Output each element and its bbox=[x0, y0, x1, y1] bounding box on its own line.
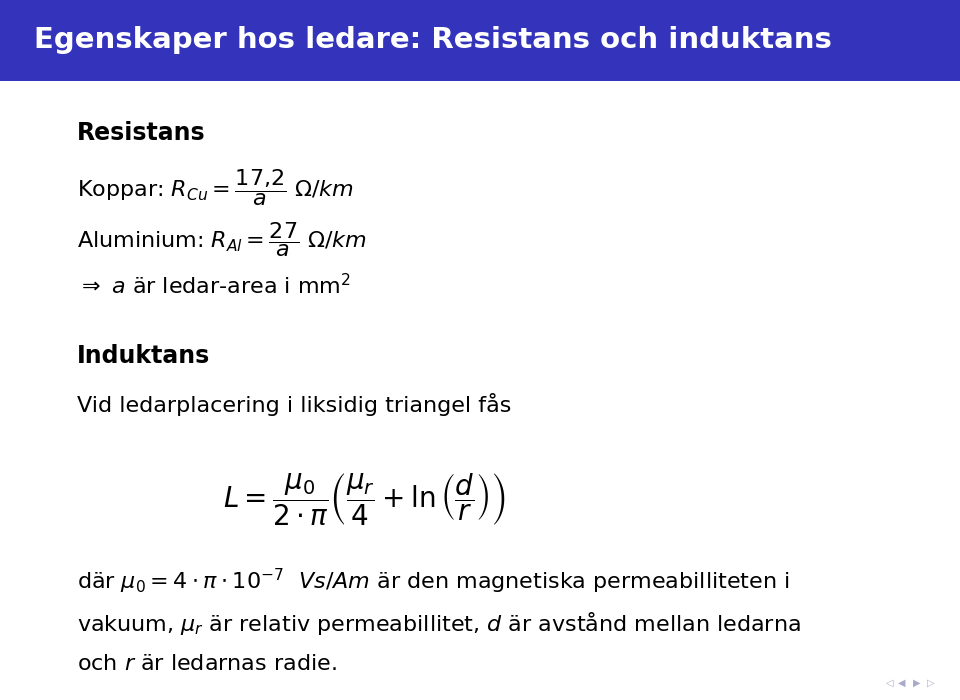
Text: Resistans: Resistans bbox=[77, 121, 205, 145]
Text: Egenskaper hos ledare: Resistans och induktans: Egenskaper hos ledare: Resistans och ind… bbox=[34, 26, 831, 55]
Text: Induktans: Induktans bbox=[77, 344, 210, 368]
Text: $L = \dfrac{\mu_0}{2 \cdot \pi} \left( \dfrac{\mu_r}{4} + \ln \left( \dfrac{d}{r: $L = \dfrac{\mu_0}{2 \cdot \pi} \left( \… bbox=[223, 471, 507, 527]
Text: Aluminium: $R_{Al} = \dfrac{27}{a}\ \Omega/km$: Aluminium: $R_{Al} = \dfrac{27}{a}\ \Ome… bbox=[77, 220, 367, 259]
Text: $\Rightarrow$ $a$ är ledar-area i mm$^2$: $\Rightarrow$ $a$ är ledar-area i mm$^2$ bbox=[77, 272, 350, 298]
Text: där $\mu_0 = 4 \cdot \pi \cdot 10^{-7}$  $Vs/Am$ är den magnetiska permeabillite: där $\mu_0 = 4 \cdot \pi \cdot 10^{-7}$ … bbox=[77, 567, 789, 596]
Text: Koppar: $R_{Cu} = \dfrac{17{,}2}{a}\ \Omega/km$: Koppar: $R_{Cu} = \dfrac{17{,}2}{a}\ \Om… bbox=[77, 167, 354, 208]
Text: $\lhd\ \blacktriangleleft\ \blacktriangleright\ \rhd$: $\lhd\ \blacktriangleleft\ \blacktriangl… bbox=[885, 678, 936, 689]
Text: Vid ledarplacering i liksidig triangel fås: Vid ledarplacering i liksidig triangel f… bbox=[77, 393, 511, 416]
Text: vakuum, $\mu_r$ är relativ permeabillitet, $d$ är avstånd mellan ledarna: vakuum, $\mu_r$ är relativ permeabillite… bbox=[77, 610, 801, 637]
Text: och $r$ är ledarnas radie.: och $r$ är ledarnas radie. bbox=[77, 654, 336, 673]
